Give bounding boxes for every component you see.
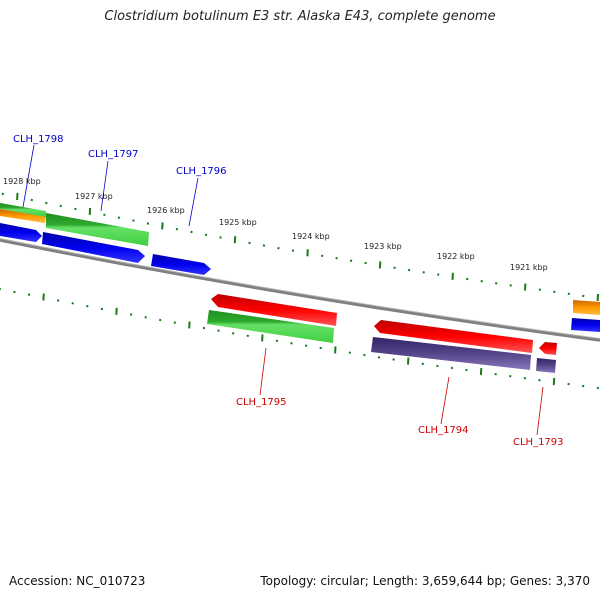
- scale-label: 1928 kbp: [3, 177, 41, 186]
- gene-label: CLH_1793: [513, 437, 564, 448]
- gene-feature-red: [539, 342, 557, 355]
- scale-label: 1922 kbp: [437, 252, 475, 261]
- gene-feature-green: [46, 213, 149, 246]
- gene-feature-red: [374, 320, 533, 353]
- gene-label: CLH_1795: [236, 397, 287, 408]
- gene-feature-blue: [42, 232, 145, 263]
- scale-label: 1926 kbp: [147, 206, 185, 215]
- gene-feature-blue: [571, 318, 600, 332]
- gene-feature-orange: [573, 300, 600, 315]
- scale-ticks-bottom: [0, 288, 599, 390]
- gene-feature-blue: [0, 223, 42, 242]
- scale-label: 1921 kbp: [510, 263, 548, 272]
- gene-label: CLH_1798: [13, 134, 64, 145]
- map-title: Clostridium botulinum E3 str. Alaska E43…: [104, 9, 496, 24]
- scale-label: 1925 kbp: [219, 218, 257, 227]
- gene-label: CLH_1797: [88, 149, 139, 160]
- scale-label: 1927 kbp: [75, 192, 113, 201]
- accession-text: Accession: NC_010723: [9, 574, 146, 588]
- genome-backbone: [0, 238, 600, 342]
- scale-label: 1924 kbp: [292, 232, 330, 241]
- gene-label: CLH_1796: [176, 166, 227, 177]
- gene-feature-green: [207, 310, 334, 343]
- gene-label: CLH_1794: [418, 425, 469, 436]
- gene-feature-red: [211, 294, 337, 326]
- gene-feature-green: [0, 203, 46, 217]
- gene-feature-orange: [0, 209, 46, 223]
- topology-text: Topology: circular; Length: 3,659,644 bp…: [260, 574, 590, 588]
- gene-feature-purple: [536, 358, 556, 373]
- scale-ticks-top: [1, 192, 599, 302]
- gene-feature-purple: [371, 337, 531, 370]
- gene-feature-blue: [151, 254, 211, 275]
- scale-label: 1923 kbp: [364, 242, 402, 251]
